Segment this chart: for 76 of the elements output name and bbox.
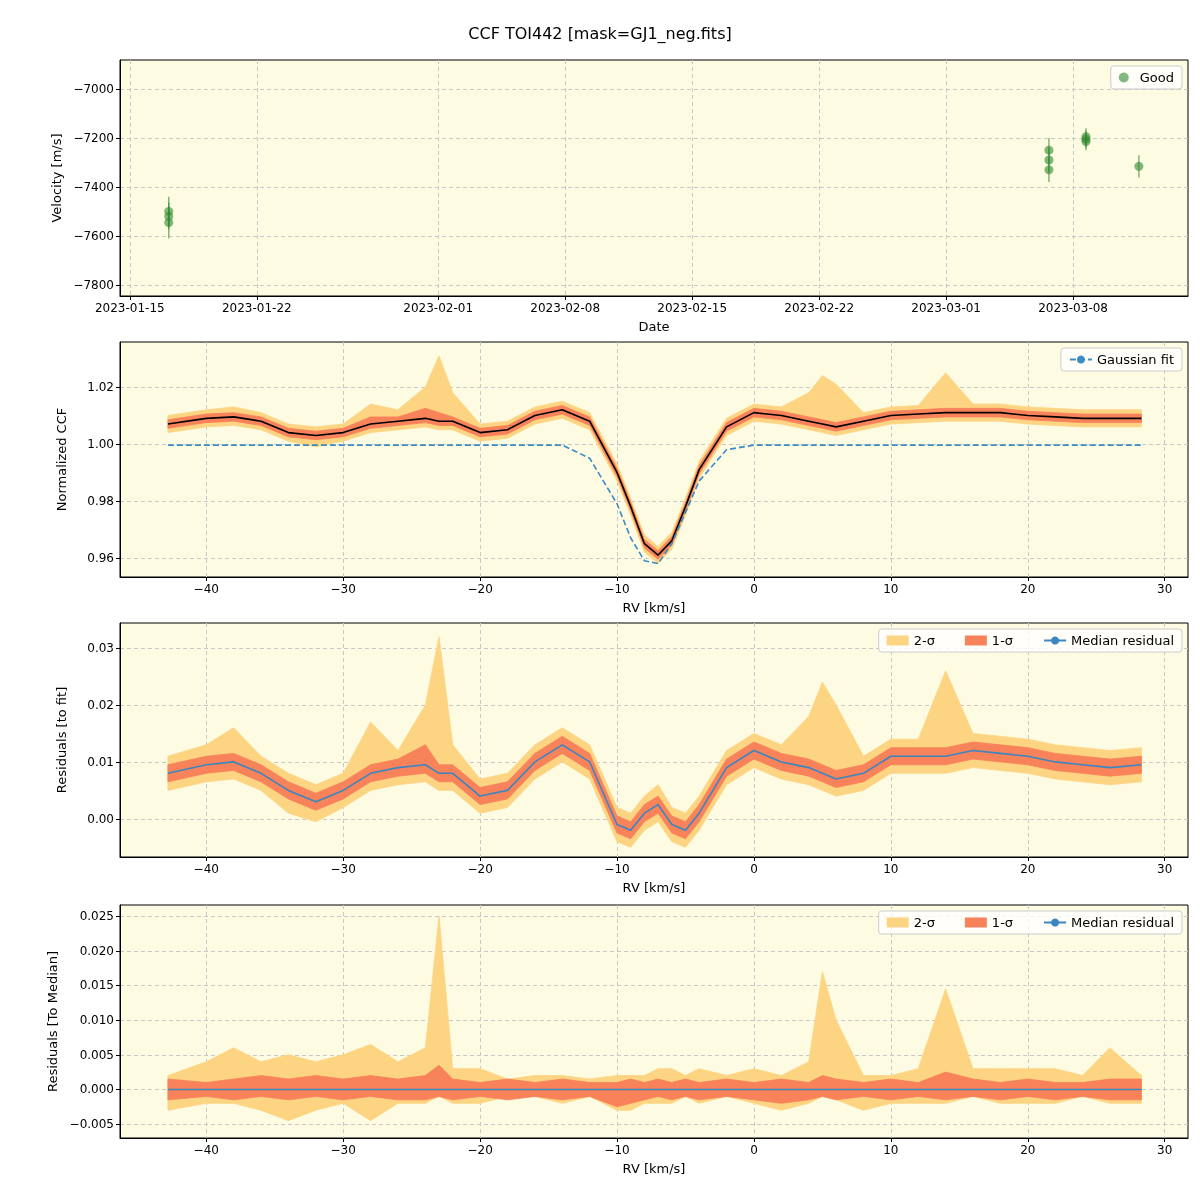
y-tick-label: 0.01 xyxy=(87,754,114,769)
x-axis-title: Date xyxy=(638,319,670,334)
point xyxy=(1044,165,1054,175)
y-tick-label: 0.000 xyxy=(79,1082,114,1097)
legend-label: Median residual xyxy=(1071,633,1175,648)
x-tick-label: 30 xyxy=(1157,862,1173,876)
point xyxy=(164,217,174,227)
x-tick-label: 2023-02-08 xyxy=(530,301,601,315)
legend-label: 1-σ xyxy=(991,633,1014,648)
x-tick-label: 0 xyxy=(750,862,758,876)
legend-label: 2-σ xyxy=(913,633,935,648)
line-series xyxy=(167,744,1143,832)
x-tick-label: −40 xyxy=(193,582,219,596)
x-tick-label: 0 xyxy=(750,1143,758,1157)
x-tick-label: 2023-03-01 xyxy=(911,301,982,315)
legend-label: Median residual xyxy=(1071,915,1175,930)
x-tick-label: 20 xyxy=(1020,1143,1036,1157)
x-tick-label: 20 xyxy=(1020,582,1036,596)
y-tick-label: −7400 xyxy=(73,179,114,194)
x-tick-label: −10 xyxy=(604,582,630,596)
x-tick-label: −40 xyxy=(193,862,219,876)
y-tick-label: 0.020 xyxy=(79,943,114,958)
x-tick-label: 30 xyxy=(1157,1143,1173,1157)
legend-label: Good xyxy=(1139,70,1174,85)
y-tick-label: 1.00 xyxy=(87,436,114,451)
x-tick-label: 10 xyxy=(883,862,899,876)
legend-label: 2-σ xyxy=(913,915,935,930)
y-tick-label: 0.010 xyxy=(79,1013,114,1028)
x-tick-label: −10 xyxy=(604,1143,630,1157)
x-tick-label: 2023-03-08 xyxy=(1038,301,1108,315)
x-tick-label: −30 xyxy=(330,582,356,596)
point xyxy=(1044,145,1054,155)
x-tick-label: 2023-02-01 xyxy=(403,301,474,315)
y-tick-label: 1.02 xyxy=(87,380,114,395)
x-axis-title: RV [km/s] xyxy=(622,880,686,895)
y-tick-label: 0.98 xyxy=(87,493,114,508)
legend-label: Gaussian fit xyxy=(1096,352,1174,367)
y-tick-label: −0.005 xyxy=(69,1117,114,1132)
y-tick-label: 0.025 xyxy=(79,909,114,924)
point xyxy=(1134,161,1144,171)
x-axis-title: RV [km/s] xyxy=(622,1161,686,1176)
x-tick-label: −30 xyxy=(330,862,356,876)
y-tick-label: −7600 xyxy=(73,228,114,243)
x-tick-label: −20 xyxy=(467,862,493,876)
y-tick-label: −7200 xyxy=(73,130,114,145)
chart-title: CCF TOI442 [mask=GJ1_neg.fits] xyxy=(468,23,732,44)
point xyxy=(1044,155,1054,165)
x-tick-label: −20 xyxy=(467,1143,493,1157)
y-axis-title: Residuals [To Median] xyxy=(44,950,60,1093)
x-tick-label: −40 xyxy=(193,1143,219,1157)
legend-label: 1-σ xyxy=(991,915,1014,930)
x-tick-label: −10 xyxy=(604,862,630,876)
x-tick-label: 2023-01-22 xyxy=(221,301,292,315)
x-axis-title: RV [km/s] xyxy=(622,600,686,615)
y-tick-label: −7800 xyxy=(73,277,114,292)
x-tick-label: −30 xyxy=(330,1143,356,1157)
y-axis-title: Normalized CCF xyxy=(54,407,69,512)
x-tick-label: 2023-02-22 xyxy=(784,301,855,315)
y-tick-label: 0.03 xyxy=(87,641,114,656)
x-tick-label: 0 xyxy=(750,582,758,596)
y-tick-label: 0.015 xyxy=(79,978,114,993)
y-axis-title: Residuals [to fit] xyxy=(54,686,69,794)
x-tick-label: 20 xyxy=(1020,862,1036,876)
x-tick-label: 10 xyxy=(883,1143,899,1157)
y-tick-label: 0.00 xyxy=(87,811,114,826)
x-tick-label: −20 xyxy=(467,582,493,596)
y-tick-label: −7000 xyxy=(73,81,114,96)
x-tick-label: 2023-01-15 xyxy=(94,301,165,315)
y-tick-label: 0.96 xyxy=(87,550,114,565)
y-tick-label: 0.005 xyxy=(79,1047,114,1062)
line-series xyxy=(167,444,1143,565)
y-axis-title: Velocity [m/s] xyxy=(48,133,64,223)
x-tick-label: 2023-02-15 xyxy=(657,301,728,315)
x-tick-label: 10 xyxy=(883,582,899,596)
x-tick-label: 30 xyxy=(1157,582,1173,596)
y-tick-label: 0.02 xyxy=(87,697,114,712)
